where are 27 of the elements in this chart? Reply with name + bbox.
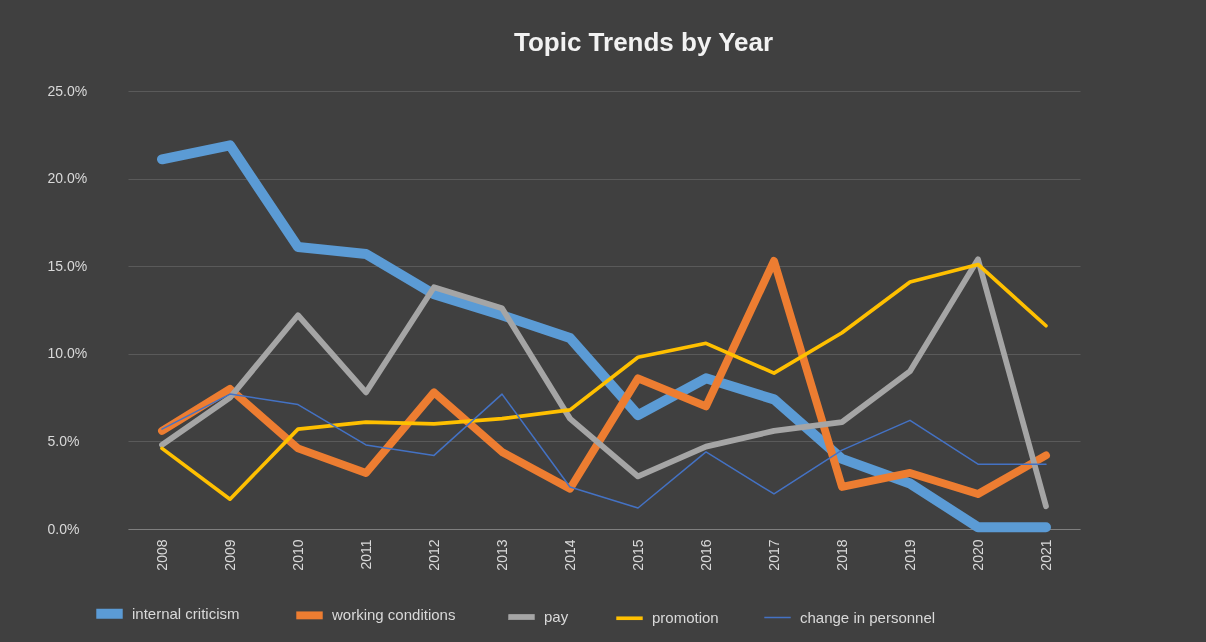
y-tick-label: 5.0% (47, 432, 80, 449)
x-tick-label: 2019 (901, 539, 918, 571)
y-tick-label: 20.0% (47, 170, 88, 187)
x-tick-label: 2011 (357, 539, 374, 570)
y-tick-label: 25.0% (47, 82, 88, 99)
x-tick-label: 2021 (1037, 539, 1054, 571)
x-tick-label: 2014 (561, 539, 578, 571)
legend-label: internal criticism (132, 604, 240, 622)
legend-label: change in personnel (800, 608, 936, 626)
legend-label: working conditions (331, 606, 456, 624)
x-tick-label: 2008 (153, 539, 170, 571)
legend-label: promotion (652, 609, 719, 627)
x-tick-label: 2012 (425, 539, 442, 571)
x-tick-label: 2013 (493, 539, 510, 571)
y-tick-label: 0.0% (47, 520, 80, 537)
x-tick-label: 2020 (969, 539, 986, 571)
x-tick-label: 2018 (833, 539, 850, 571)
line-series (161, 393, 1047, 509)
legend-label: pay (544, 608, 569, 625)
x-tick-label: 2016 (697, 539, 714, 571)
x-tick-label: 2010 (289, 539, 306, 571)
x-tick-label: 2009 (221, 539, 238, 571)
x-tick-label: 2017 (765, 539, 782, 571)
x-tick-label: 2015 (629, 539, 646, 571)
chart-title: Topic Trends by Year (513, 27, 774, 57)
y-tick-label: 15.0% (47, 257, 88, 274)
y-tick-label: 10.0% (47, 345, 88, 362)
